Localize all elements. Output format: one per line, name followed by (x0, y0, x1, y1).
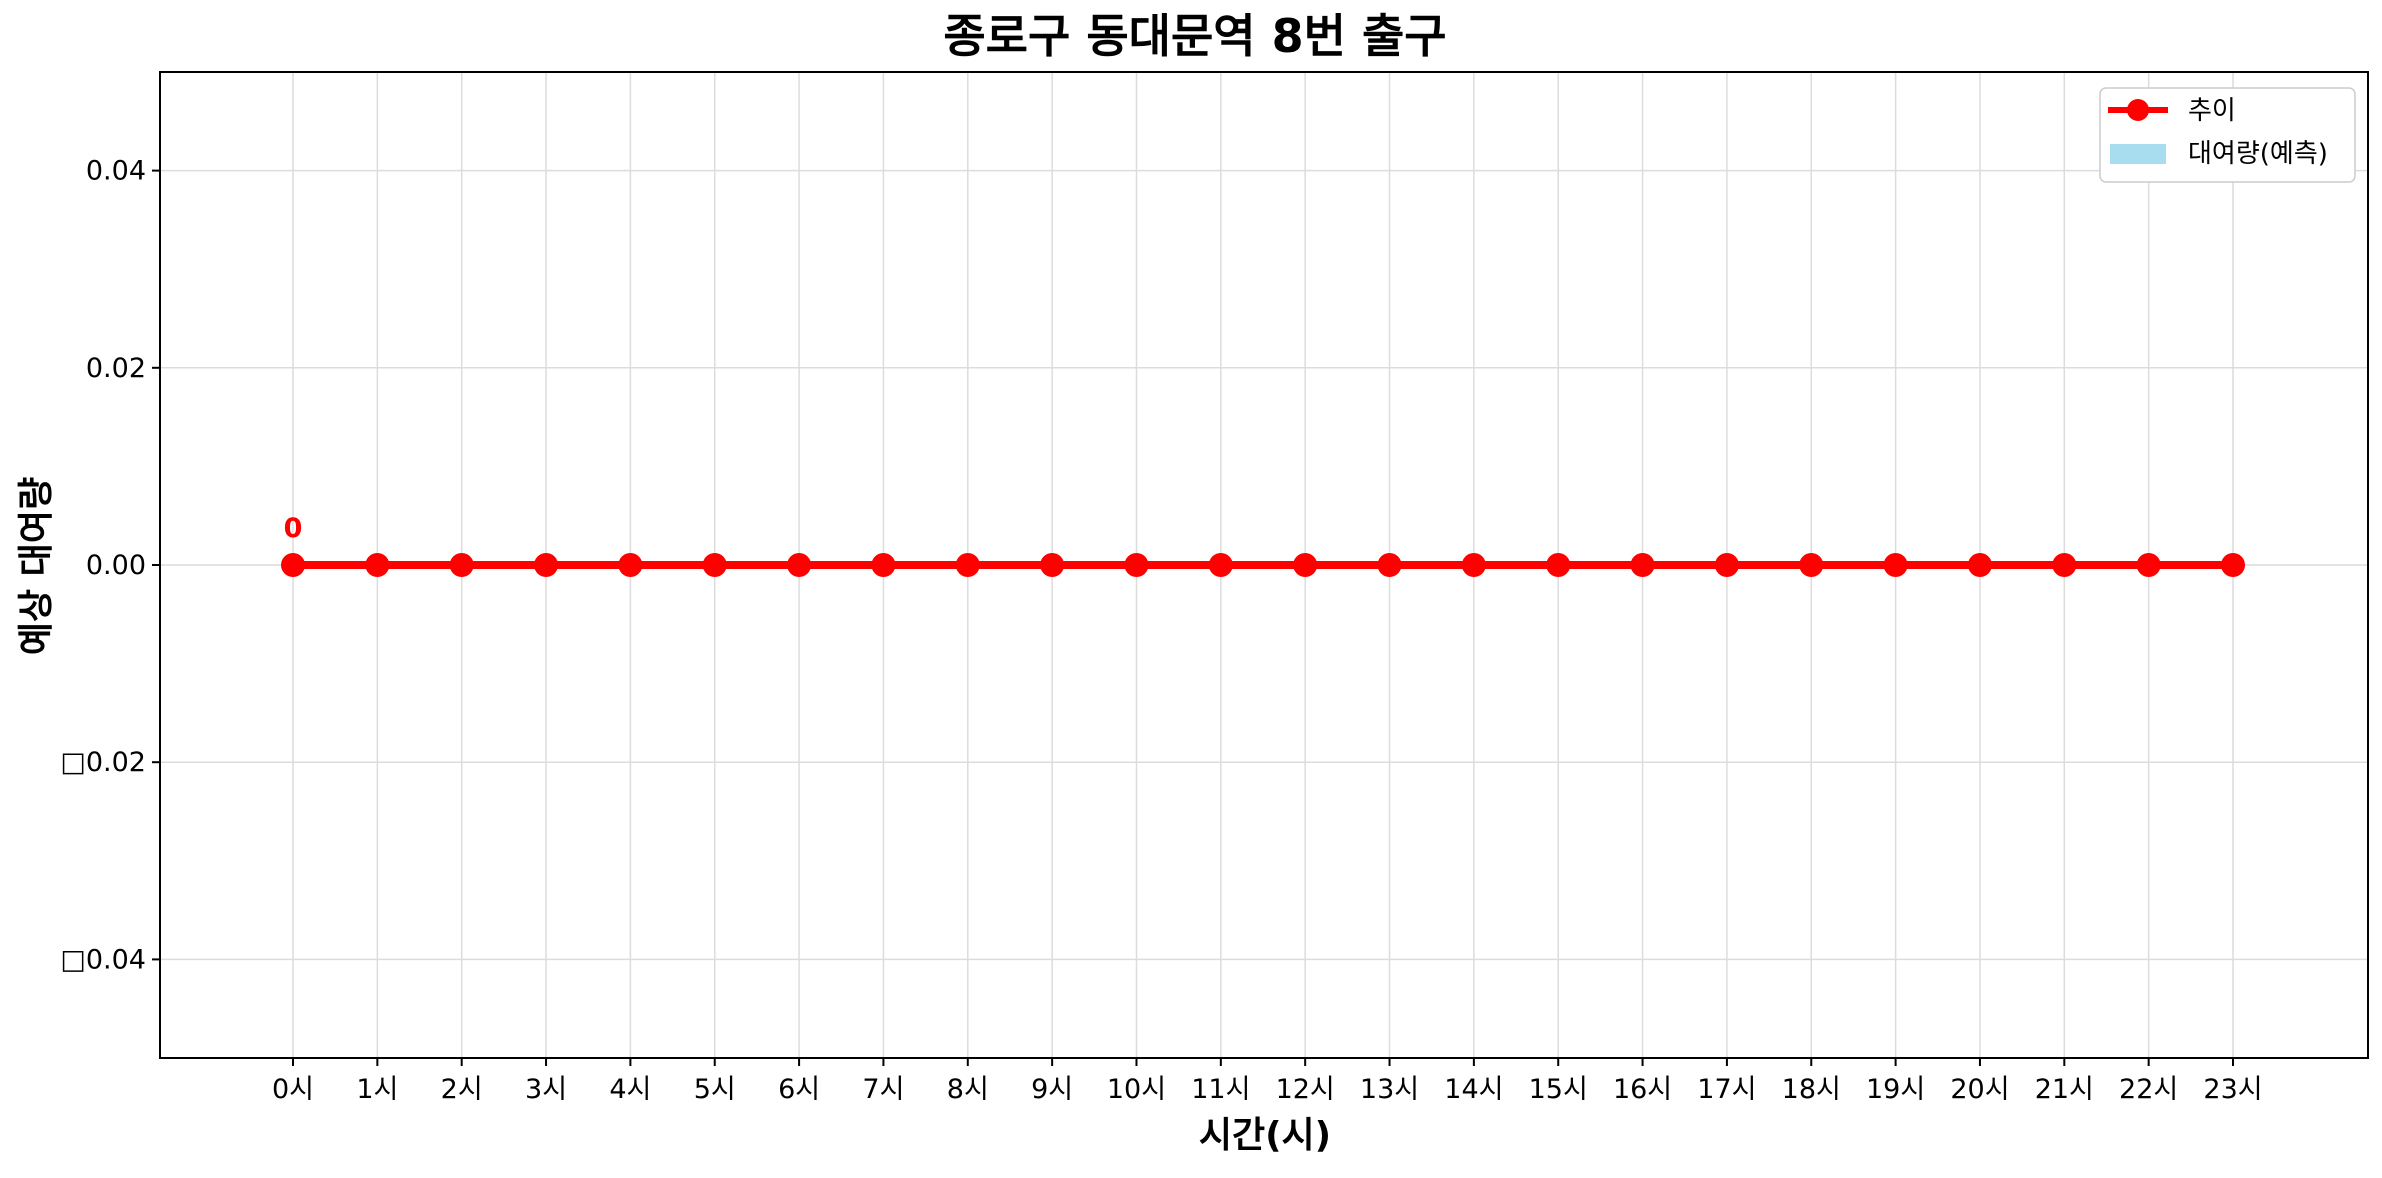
data-point (1967, 553, 1992, 577)
data-point (365, 553, 390, 577)
data-point (702, 553, 727, 577)
data-point (1377, 553, 1402, 577)
x-tick-label: 12시 (1276, 1074, 1335, 1105)
data-point (1124, 553, 1149, 577)
data-point (1799, 553, 1824, 577)
data-point (1714, 553, 1739, 577)
x-tick-label: 10시 (1107, 1074, 1166, 1105)
x-tick-label: 23시 (2203, 1074, 2262, 1105)
x-tick-label: 16시 (1613, 1074, 1672, 1105)
x-tick-label: 3시 (525, 1074, 567, 1105)
data-point (1883, 553, 1908, 577)
data-point (281, 553, 305, 577)
data-point (955, 553, 980, 577)
legend-bar-swatch (2110, 144, 2166, 164)
x-tick-label: 9시 (1031, 1074, 1073, 1105)
line-layer: 0 (281, 513, 2245, 577)
x-tick-label: 1시 (356, 1074, 398, 1105)
data-point (2052, 553, 2077, 577)
legend-marker-swatch (2127, 99, 2149, 121)
x-tick-label: 18시 (1782, 1074, 1841, 1105)
x-tick-label: 19시 (1866, 1074, 1925, 1105)
x-tick-label: 6시 (778, 1074, 820, 1105)
data-point (787, 553, 812, 577)
data-point (449, 553, 474, 577)
data-point (1040, 553, 1065, 577)
data-point (2136, 553, 2161, 577)
legend-label-line: 추이 (2188, 96, 2236, 126)
data-point (1630, 553, 1655, 577)
x-tick-label: 5시 (694, 1074, 736, 1105)
legend: 추이 대여량(예측) (2099, 87, 2356, 183)
data-point (1546, 553, 1571, 577)
data-point (1461, 553, 1486, 577)
data-point (618, 553, 643, 577)
y-tick-label: 0.04 (86, 156, 146, 187)
data-label: 0 (284, 513, 303, 544)
x-tick-label: 14시 (1444, 1074, 1503, 1105)
data-point (1293, 553, 1318, 577)
x-tick-label: 0시 (272, 1074, 314, 1105)
data-point (2221, 553, 2245, 577)
x-tick-label: 7시 (862, 1074, 904, 1105)
y-tick-label: 0.00 (86, 550, 146, 581)
x-tick-label: 13시 (1360, 1074, 1419, 1105)
legend-label-bar: 대여량(예측) (2188, 139, 2328, 169)
data-point (534, 553, 559, 577)
x-tick-label: 11시 (1191, 1074, 1250, 1105)
x-axis-ticks: 0시 1시 2시 3시 4시 5시 6시 7시 8시 9시 10시 11시 12시 13시 14시 15시 16… (272, 1058, 2263, 1105)
x-tick-label: 21시 (2035, 1074, 2094, 1105)
data-point (1208, 553, 1233, 577)
data-point (871, 553, 896, 577)
y-tick-label: □0.02 (60, 747, 146, 778)
x-tick-label: 17시 (1697, 1074, 1756, 1105)
y-axis-ticks: □0.04 □0.02 0.00 0.02 0.04 (60, 156, 160, 975)
x-tick-label: 4시 (609, 1074, 651, 1105)
chart-title: 종로구 동대문역 8번 출구 (943, 9, 1446, 63)
x-tick-label: 22시 (2119, 1074, 2178, 1105)
x-tick-label: 8시 (947, 1074, 989, 1105)
y-axis-label: 예상 대여량 (16, 477, 57, 655)
x-tick-label: 15시 (1529, 1074, 1588, 1105)
x-tick-label: 2시 (441, 1074, 483, 1105)
x-axis-label: 시간(시) (1199, 1115, 1331, 1156)
x-tick-label: 20시 (1950, 1074, 2009, 1105)
y-tick-label: □0.04 (60, 944, 146, 975)
y-tick-label: 0.02 (86, 353, 146, 384)
